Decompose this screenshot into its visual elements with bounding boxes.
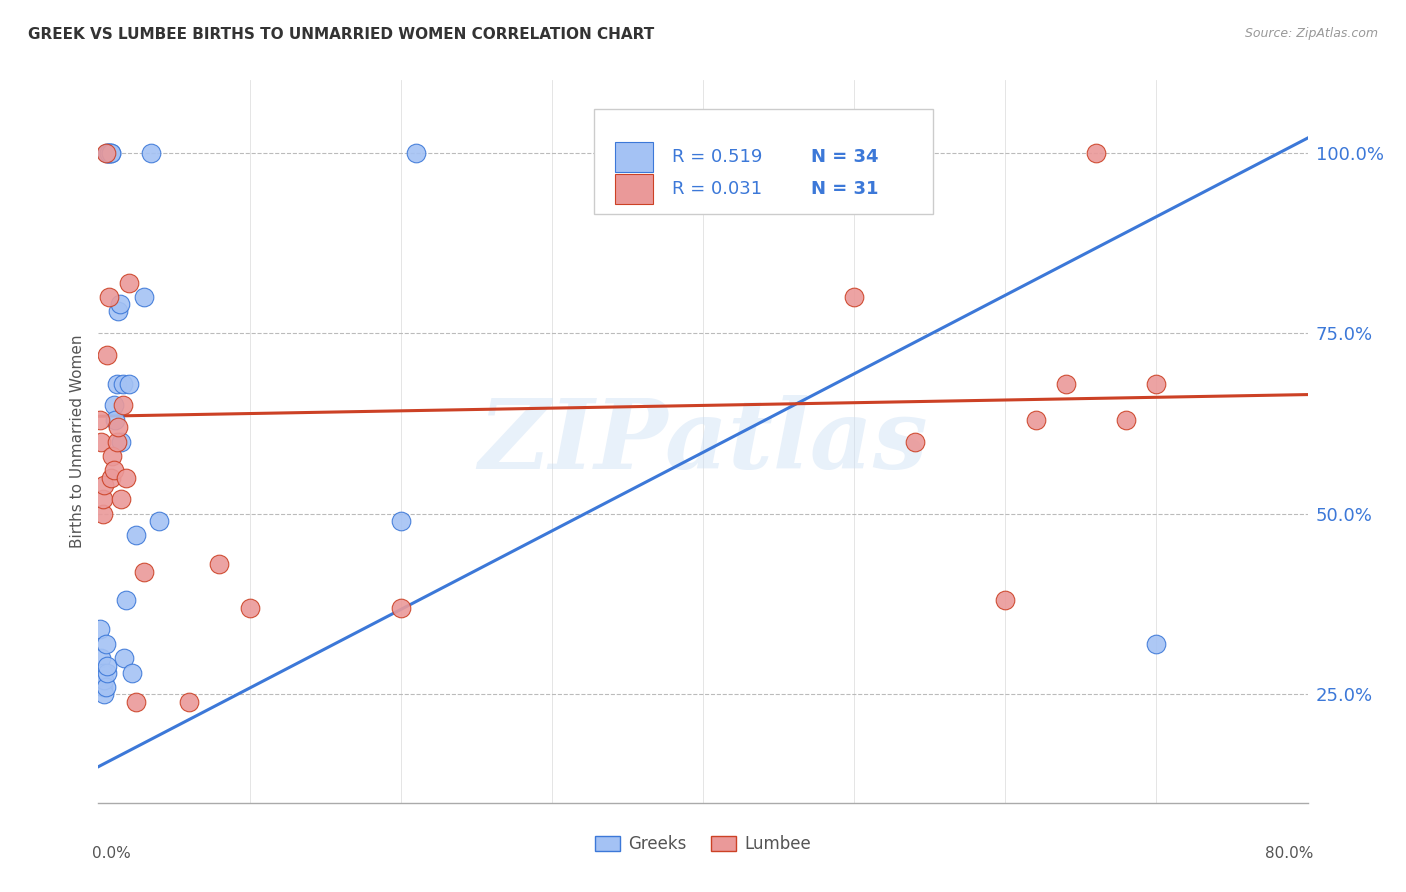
Point (132, 290, 155, 304)
Point (118, 276, 141, 290)
Point (239, 600, 262, 615)
Point (89, 623, 111, 637)
Point (389, 600, 412, 615)
Point (1024, 413, 1046, 427)
Point (90, 434, 112, 449)
Point (208, 558, 231, 572)
Point (101, 449, 124, 463)
FancyBboxPatch shape (614, 142, 654, 172)
Point (93, 673, 115, 687)
Point (94, 145, 117, 160)
Point (405, 145, 427, 160)
Point (91, 665, 114, 680)
FancyBboxPatch shape (595, 109, 932, 214)
Point (103, 463, 125, 477)
Point (90, 651, 112, 665)
Point (112, 651, 135, 665)
Point (96, 145, 118, 160)
Point (121, 665, 143, 680)
Text: ZIPatlas: ZIPatlas (478, 394, 928, 489)
Text: 80.0%: 80.0% (1265, 847, 1313, 861)
Point (107, 304, 129, 318)
Legend: Greeks, Lumbee: Greeks, Lumbee (588, 828, 818, 860)
Point (91, 680, 114, 694)
Point (1085, 145, 1108, 160)
Point (114, 470, 136, 484)
Point (96, 665, 118, 680)
Point (1054, 376, 1077, 391)
Point (100, 145, 122, 160)
Point (111, 398, 134, 412)
Point (110, 434, 132, 449)
Point (844, 290, 866, 304)
Point (141, 145, 163, 160)
Point (105, 434, 128, 449)
Text: R = 0.519: R = 0.519 (672, 148, 762, 166)
Point (93, 478, 115, 492)
Point (904, 434, 927, 449)
Point (1144, 637, 1167, 651)
Text: 0.0%: 0.0% (93, 847, 131, 861)
Point (107, 420, 129, 434)
Point (389, 514, 412, 528)
Point (105, 376, 128, 391)
Point (93, 687, 115, 701)
Point (125, 528, 148, 542)
Point (96, 145, 118, 160)
Point (103, 398, 125, 412)
Point (118, 376, 141, 391)
Text: N = 34: N = 34 (811, 148, 879, 166)
Point (108, 297, 131, 311)
Point (179, 695, 201, 709)
Point (98, 145, 121, 160)
Point (994, 593, 1017, 607)
Point (1144, 376, 1167, 391)
Point (125, 695, 148, 709)
Text: GREEK VS LUMBEE BIRTHS TO UNMARRIED WOMEN CORRELATION CHART: GREEK VS LUMBEE BIRTHS TO UNMARRIED WOME… (28, 27, 654, 42)
Point (98, 290, 121, 304)
Point (89, 413, 111, 427)
Point (100, 470, 122, 484)
Point (91, 507, 114, 521)
Point (110, 492, 132, 507)
Point (111, 376, 134, 391)
Point (1115, 413, 1137, 427)
Text: R = 0.031: R = 0.031 (672, 180, 762, 198)
Point (104, 413, 127, 427)
Point (96, 348, 118, 362)
Point (132, 565, 155, 579)
Point (100, 145, 122, 160)
Text: Source: ZipAtlas.com: Source: ZipAtlas.com (1244, 27, 1378, 40)
Text: N = 31: N = 31 (811, 180, 879, 198)
Point (98, 145, 121, 160)
FancyBboxPatch shape (614, 174, 654, 204)
Point (96, 658, 118, 673)
Y-axis label: Births to Unmarried Women: Births to Unmarried Women (69, 334, 84, 549)
Point (148, 514, 170, 528)
Point (114, 593, 136, 607)
Point (91, 492, 114, 507)
Point (94, 680, 117, 694)
Point (94, 637, 117, 651)
